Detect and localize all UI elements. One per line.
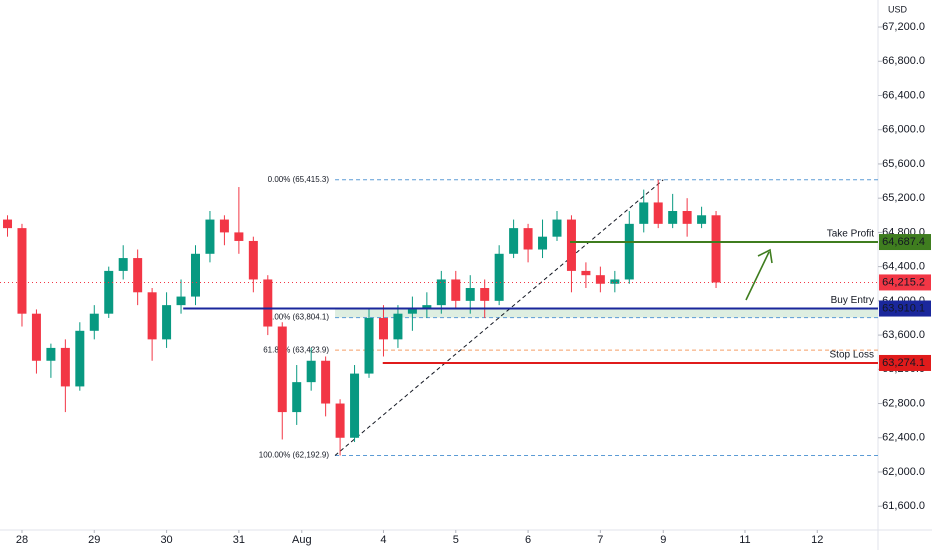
y-tick-label: 66,800.0 xyxy=(882,55,925,67)
y-tick-label: 65,600.0 xyxy=(882,158,925,170)
candle-body xyxy=(393,313,403,340)
candle-body xyxy=(668,211,678,224)
candle-body xyxy=(350,373,360,438)
candle-body xyxy=(639,202,649,224)
level-tag xyxy=(879,300,931,317)
level-label: 63,274.1 xyxy=(882,357,925,369)
level-name: Buy Entry xyxy=(831,295,874,306)
fib-label: 50.00% (63,804.1) xyxy=(263,313,329,322)
candle-body xyxy=(133,258,143,293)
candle-body xyxy=(17,228,27,314)
fib-trend xyxy=(334,179,664,456)
fib-label: 0.00% (65,415.3) xyxy=(268,175,330,184)
candle-body xyxy=(509,228,519,254)
candle-body xyxy=(263,279,273,327)
candle-body xyxy=(219,219,229,233)
candle-body xyxy=(31,313,41,361)
candle-body xyxy=(321,360,331,404)
candle-body xyxy=(60,347,70,387)
candle-body xyxy=(205,219,215,254)
candle-body xyxy=(118,258,128,271)
x-tick-label: 30 xyxy=(160,534,172,546)
fib-label: 61.80% (63,423.9) xyxy=(263,345,329,354)
level-tag xyxy=(879,354,931,371)
y-tick-label: 66,400.0 xyxy=(882,89,925,101)
last-price-tag xyxy=(879,274,931,291)
candle-body xyxy=(104,270,114,314)
x-tick-label: 12 xyxy=(811,534,823,546)
candle-body xyxy=(378,317,388,340)
x-tick-label: 11 xyxy=(739,534,750,546)
arrow xyxy=(745,251,770,301)
candle-body xyxy=(697,215,707,224)
candle-body xyxy=(682,211,692,224)
y-tick-label: 62,000.0 xyxy=(882,466,925,478)
y-tick-label: 62,800.0 xyxy=(882,397,925,409)
y-tick-label: 62,400.0 xyxy=(882,432,925,444)
level-name: Take Profit xyxy=(827,229,874,240)
x-tick-label: 4 xyxy=(380,534,386,546)
x-tick-label: Aug xyxy=(292,534,312,546)
candle-body xyxy=(595,275,605,284)
x-tick-label: 6 xyxy=(525,534,531,546)
arrow-head xyxy=(757,248,773,264)
level-label: 63,910.1 xyxy=(882,302,925,314)
x-tick-label: 31 xyxy=(233,534,245,546)
fib-label: 100.00% (62,192.9) xyxy=(259,451,330,460)
level-label: 64,687.4 xyxy=(882,236,925,248)
y-tick-label: 64,400.0 xyxy=(882,261,925,273)
candle-body xyxy=(3,219,13,229)
candle-body xyxy=(494,253,504,301)
last-price-label: 64,215.2 xyxy=(882,276,925,288)
candle-body xyxy=(653,202,663,224)
y-tick-label: 63,600.0 xyxy=(882,329,925,341)
candle-body xyxy=(176,296,186,306)
x-tick-label: 7 xyxy=(597,534,603,546)
candle-body xyxy=(523,228,533,250)
candle-body xyxy=(364,317,374,374)
y-tick-label: 61,600.0 xyxy=(882,500,925,512)
y-tick-label: 65,200.0 xyxy=(882,192,925,204)
candle-body xyxy=(422,305,432,310)
fib-zone xyxy=(335,308,878,318)
candle-body xyxy=(538,236,548,250)
level-name: Stop Loss xyxy=(830,350,874,361)
candle-body xyxy=(407,309,417,314)
candle-body xyxy=(190,253,200,297)
candle-body xyxy=(46,347,56,361)
candle-body xyxy=(566,219,576,271)
y-tick-label: 67,200.0 xyxy=(882,21,925,33)
candle-body xyxy=(162,305,172,340)
candle-body xyxy=(436,279,446,306)
candle-body xyxy=(451,279,461,301)
candle-body xyxy=(552,219,562,237)
candle-body xyxy=(277,326,287,413)
candle-body xyxy=(581,270,591,276)
level-tag xyxy=(879,234,931,251)
candle-body xyxy=(147,292,157,340)
candle-body xyxy=(89,313,99,331)
candle-body xyxy=(335,403,345,438)
candle-body xyxy=(480,288,490,301)
candle-body xyxy=(711,215,721,283)
candle-body xyxy=(292,382,302,413)
candle-body xyxy=(248,240,258,280)
candle-body xyxy=(610,279,620,284)
x-tick-label: 9 xyxy=(660,534,666,546)
currency: USD xyxy=(888,4,908,14)
candle-body xyxy=(75,330,85,387)
x-tick-label: 5 xyxy=(453,534,459,546)
x-tick-label: 28 xyxy=(16,534,28,546)
candle-body xyxy=(465,288,475,301)
y-tick-label: 66,000.0 xyxy=(882,124,925,136)
candle-body xyxy=(624,223,634,280)
candle-body xyxy=(306,360,316,383)
x-tick-label: 29 xyxy=(88,534,100,546)
candle-body xyxy=(234,232,244,241)
